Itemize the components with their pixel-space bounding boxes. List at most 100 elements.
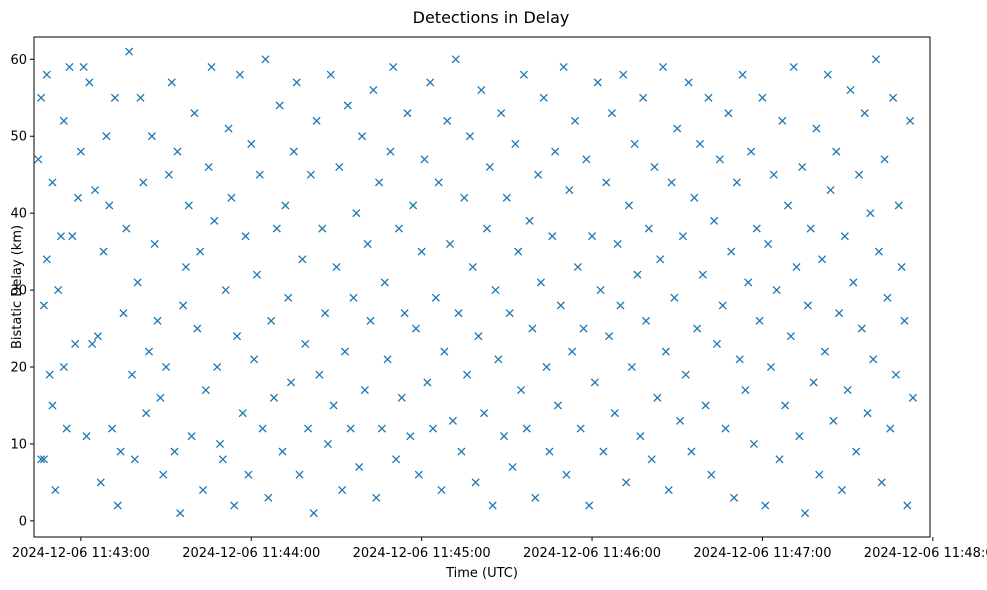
data-point-marker [173, 147, 182, 156]
data-point-marker [636, 432, 645, 441]
data-point-marker [153, 316, 162, 325]
data-point-marker [406, 432, 415, 441]
data-point-marker [110, 93, 119, 102]
data-point-marker [678, 232, 687, 241]
data-point-marker [633, 270, 642, 279]
data-point-marker [837, 486, 847, 495]
data-point-marker [579, 324, 588, 333]
data-point-marker [79, 62, 88, 72]
data-point-marker [125, 47, 134, 56]
data-point-marker [403, 109, 412, 118]
data-point-marker [528, 324, 537, 333]
data-point-marker [877, 478, 886, 487]
data-point-marker [39, 455, 48, 464]
data-point-marker [806, 224, 815, 233]
data-point-marker [852, 447, 861, 456]
data-point-marker [497, 109, 506, 118]
data-point-marker [800, 509, 810, 518]
data-point-marker [39, 301, 48, 310]
data-point-marker [619, 70, 628, 79]
data-point-marker [198, 486, 208, 495]
data-point-marker [585, 501, 594, 510]
data-point-marker [161, 362, 171, 372]
data-point-marker [508, 462, 517, 472]
data-point-marker [667, 178, 676, 187]
data-point-marker [355, 462, 364, 472]
data-point-marker [570, 116, 580, 125]
x-tick-label: 2024-12-06 11:45:00 [353, 546, 491, 561]
data-point-marker [437, 486, 446, 495]
x-tick-label: 2024-12-06 11:48:00 [864, 546, 987, 561]
data-point-marker [684, 78, 693, 87]
data-point-marker [553, 401, 563, 410]
data-point-marker [701, 401, 710, 410]
data-point-marker [758, 93, 767, 102]
data-point-marker [369, 86, 378, 95]
data-point-marker [729, 493, 739, 502]
data-point-marker [221, 286, 230, 295]
data-point-marker [477, 86, 486, 95]
data-point-marker [516, 386, 526, 395]
data-point-marker [695, 139, 705, 148]
data-point-marker [613, 239, 622, 248]
data-point-marker [329, 401, 338, 410]
data-point-marker [522, 424, 531, 433]
data-point-marker [71, 339, 80, 348]
data-point-marker [170, 447, 179, 456]
data-point-marker [883, 293, 892, 302]
y-tick-label: 40 [10, 207, 27, 222]
data-point-marker [755, 316, 764, 325]
data-point-marker [318, 224, 327, 233]
x-tick-label: 2024-12-06 11:44:00 [182, 546, 320, 561]
data-point-marker [559, 62, 568, 72]
data-point-marker [693, 324, 702, 333]
data-point-marker [267, 316, 276, 325]
data-point-marker [809, 378, 818, 387]
data-point-marker [190, 109, 199, 118]
data-point-marker [829, 416, 838, 425]
data-point-marker [411, 324, 421, 333]
data-point-marker [857, 324, 866, 333]
data-point-marker [207, 62, 216, 72]
data-point-marker [147, 132, 156, 141]
data-point-marker [255, 170, 264, 179]
data-point-marker [96, 478, 105, 487]
data-point-marker [639, 93, 648, 102]
data-point-marker [340, 347, 350, 356]
data-point-marker [445, 239, 455, 248]
data-point-marker [457, 447, 466, 456]
data-point-marker [749, 439, 758, 448]
data-point-marker [661, 347, 670, 356]
data-point-marker [68, 232, 77, 241]
data-point-marker [488, 501, 497, 510]
data-point-marker [869, 355, 878, 364]
data-point-marker [164, 170, 173, 179]
data-point-marker [133, 278, 142, 287]
data-point-marker [420, 155, 429, 164]
data-point-marker [414, 470, 423, 479]
data-point-marker [48, 178, 57, 187]
data-point-marker [232, 332, 242, 341]
data-point-marker [374, 178, 384, 187]
data-point-marker [196, 247, 205, 256]
data-point-marker [335, 162, 344, 172]
data-point-marker [772, 286, 781, 295]
data-point-marker [670, 293, 679, 302]
data-point-marker [343, 101, 352, 110]
data-point-marker [295, 470, 304, 479]
data-point-marker [448, 416, 457, 425]
data-point-marker [647, 455, 656, 464]
data-point-marker [321, 309, 330, 318]
y-tick-label: 20 [10, 361, 27, 376]
data-point-marker [658, 62, 668, 72]
data-point-marker [167, 78, 176, 87]
data-point-marker [843, 386, 852, 395]
data-point-marker [502, 193, 511, 202]
data-point-marker [593, 78, 602, 87]
data-point-marker [443, 116, 452, 125]
data-point-marker [380, 278, 389, 287]
data-point-marker [37, 455, 46, 464]
data-point-marker [781, 401, 790, 410]
data-point-marker [284, 293, 293, 302]
data-point-marker [531, 493, 540, 502]
